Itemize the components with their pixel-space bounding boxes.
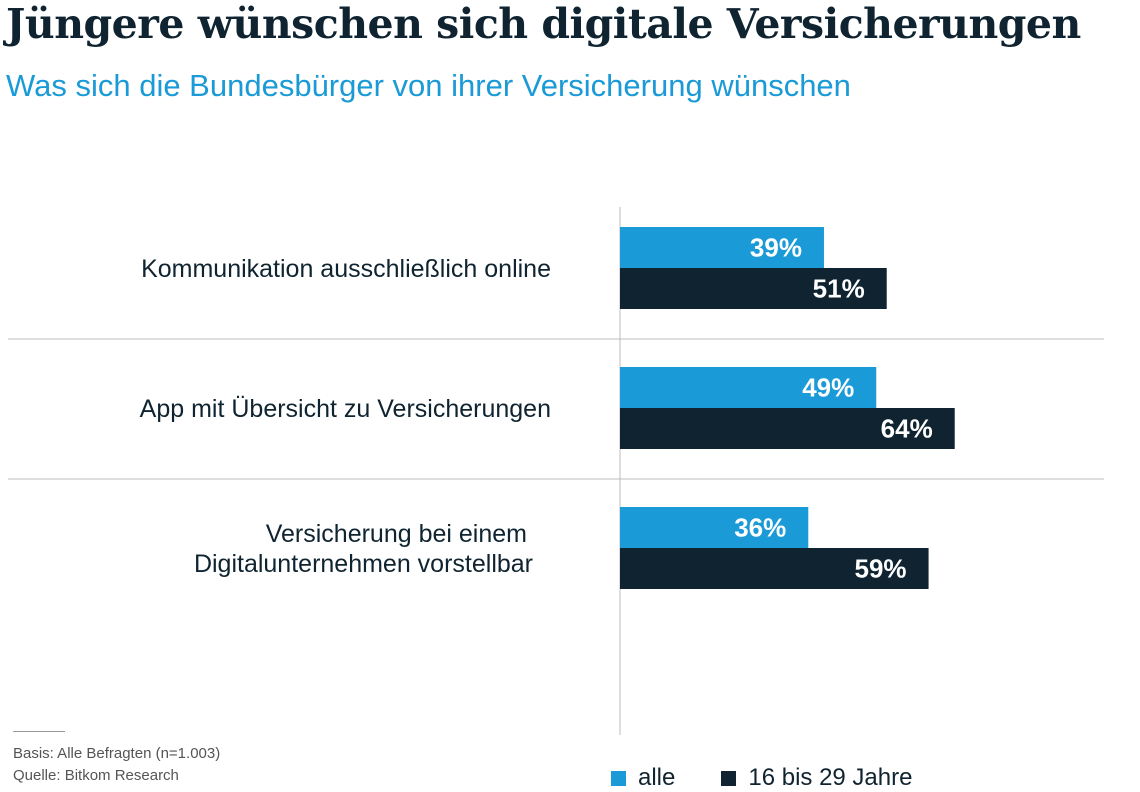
data-label-alle: 49% (802, 373, 854, 403)
bar-young (620, 268, 887, 309)
data-label-young: 51% (813, 274, 865, 304)
category-label: Versicherung bei einem Digitalunternehmen… (194, 520, 533, 578)
chart-title: Jüngere wünschen sich digitale Versicher… (6, 0, 1081, 48)
data-label-young: 59% (855, 554, 907, 584)
legend-label-young: 16 bis 29 Jahre (748, 764, 913, 791)
bar-alle (620, 227, 824, 268)
legend-item-young: 16 bis 29 Jahre (721, 764, 912, 792)
data-label-alle: 39% (750, 233, 802, 263)
category-label: App mit Übersicht zu Versicherungen (140, 395, 551, 423)
bar-alle (620, 507, 809, 548)
legend-swatch-young (721, 770, 737, 786)
data-label-young: 64% (881, 414, 933, 444)
footnote-basis: Basis: Alle Befragten (n=1.003) (13, 745, 221, 762)
footnote-source: Quelle: Bitkom Research (13, 767, 179, 784)
bar-young (620, 548, 929, 589)
footnote-rule (13, 731, 65, 732)
legend-swatch-alle (611, 770, 626, 786)
chart-subtitle: Was sich die Bundesbürger von ihrer Vers… (6, 68, 851, 103)
bar-alle (620, 367, 877, 408)
legend-label-alle: alle (638, 764, 676, 791)
category-label: Kommunikation ausschließlich online (141, 255, 551, 283)
data-label-alle: 36% (734, 513, 786, 543)
legend-item-alle: alle (611, 764, 675, 792)
bar-young (620, 408, 955, 449)
legend: alle 16 bis 29 Jahre (611, 764, 958, 792)
